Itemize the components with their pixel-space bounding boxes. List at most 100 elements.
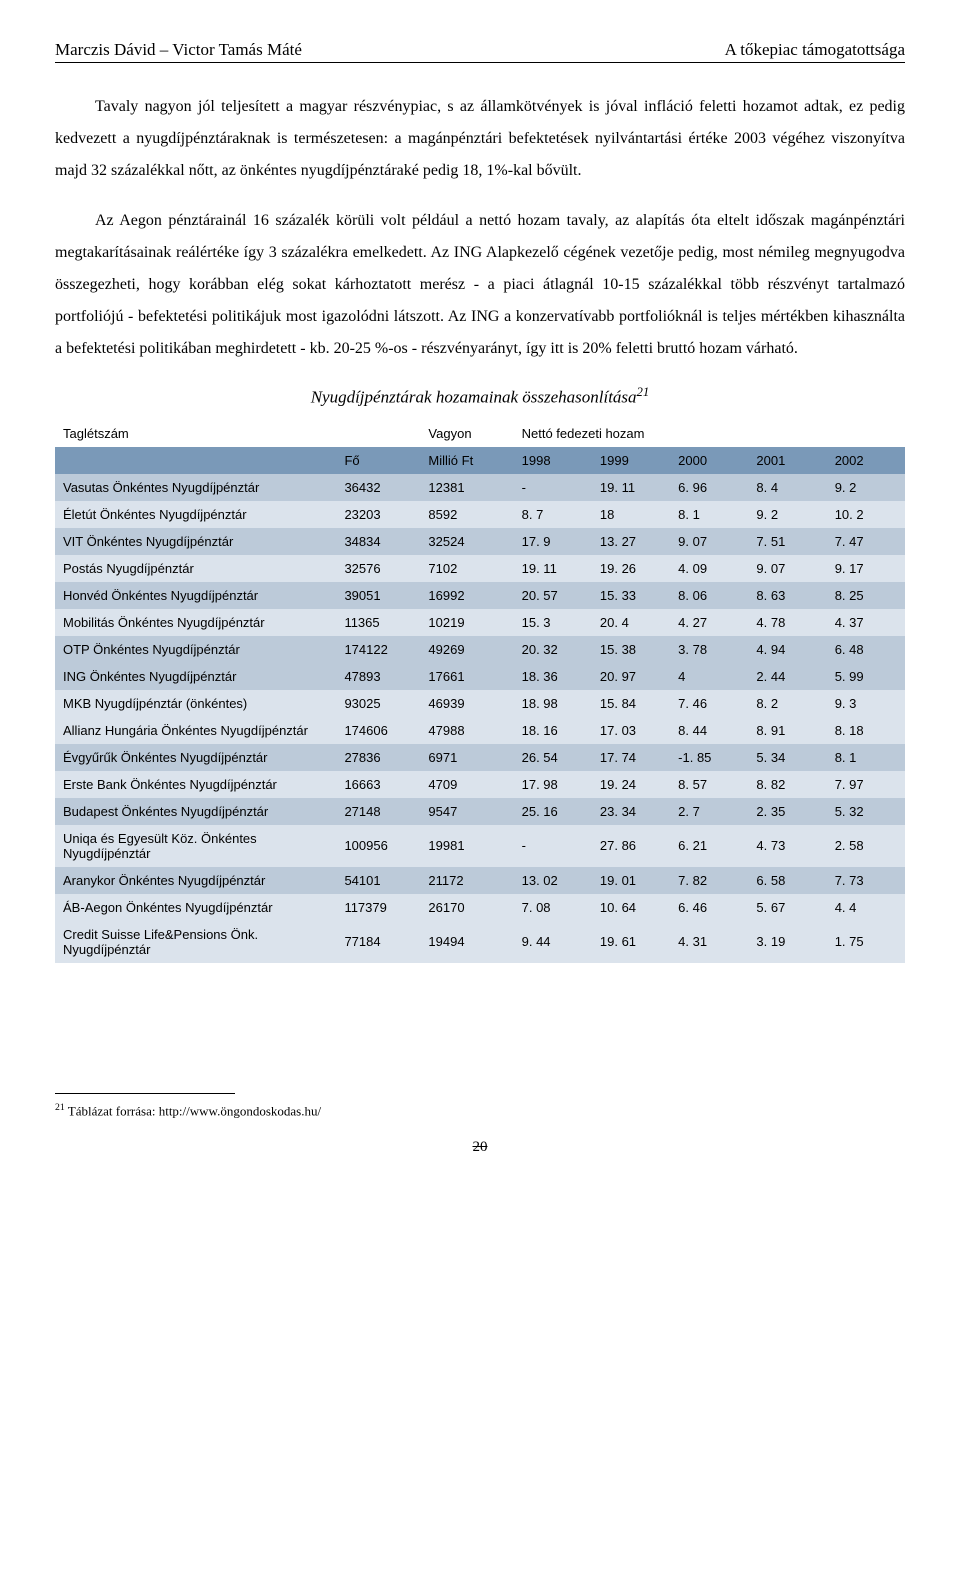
value-cell: 27. 86 [592,825,670,867]
value-cell: 4. 94 [748,636,826,663]
value-cell: 27148 [336,798,420,825]
fund-name-cell: Életút Önkéntes Nyugdíjpénztár [55,501,336,528]
value-cell: 4 [670,663,748,690]
value-cell: 21172 [420,867,513,894]
value-cell: 4. 73 [748,825,826,867]
value-cell: 8592 [420,501,513,528]
value-cell: 7. 51 [748,528,826,555]
fund-name-cell: Erste Bank Önkéntes Nyugdíjpénztár [55,771,336,798]
value-cell: 13. 02 [514,867,592,894]
value-cell: 13. 27 [592,528,670,555]
footnote-separator [55,1093,235,1094]
value-cell: -1. 85 [670,744,748,771]
table-row: MKB Nyugdíjpénztár (önkéntes)93025469391… [55,690,905,717]
value-cell: 15. 84 [592,690,670,717]
value-cell: 36432 [336,474,420,501]
value-cell: 8. 82 [748,771,826,798]
footnote-text: Táblázat forrása: http://www.öngondoskod… [65,1103,321,1118]
header-left: Marczis Dávid – Victor Tamás Máté [55,40,302,60]
table-row: Allianz Hungária Önkéntes Nyugdíjpénztár… [55,717,905,744]
value-cell: 2. 44 [748,663,826,690]
value-cell: 18 [592,501,670,528]
value-cell: 23203 [336,501,420,528]
table-row: Életút Önkéntes Nyugdíjpénztár2320385928… [55,501,905,528]
col-blank [55,447,336,474]
value-cell: 27836 [336,744,420,771]
value-cell: 8. 4 [748,474,826,501]
value-cell: 6. 58 [748,867,826,894]
table-row: Vasutas Önkéntes Nyugdíjpénztár364321238… [55,474,905,501]
value-cell: 6. 48 [827,636,905,663]
value-cell: 7. 47 [827,528,905,555]
col-1999: 1999 [592,447,670,474]
table-row: VIT Önkéntes Nyugdíjpénztár348343252417.… [55,528,905,555]
table-row: Évgyűrűk Önkéntes Nyugdíjpénztár27836697… [55,744,905,771]
value-cell: 20. 57 [514,582,592,609]
value-cell: 49269 [420,636,513,663]
value-cell: 19. 26 [592,555,670,582]
value-cell: 4709 [420,771,513,798]
value-cell: 174122 [336,636,420,663]
value-cell: 5. 67 [748,894,826,921]
value-cell: 39051 [336,582,420,609]
value-cell: - [514,474,592,501]
table-row: ING Önkéntes Nyugdíjpénztár478931766118.… [55,663,905,690]
value-cell: 9. 44 [514,921,592,963]
value-cell: 9. 2 [827,474,905,501]
value-cell: 8. 57 [670,771,748,798]
value-cell: 8. 44 [670,717,748,744]
super-header-vagyon: Vagyon [420,420,513,447]
value-cell: 18. 36 [514,663,592,690]
value-cell: 15. 38 [592,636,670,663]
value-cell: 16992 [420,582,513,609]
table-title: Nyugdíjpénztárak hozamainak összehasonlí… [55,385,905,408]
value-cell: 4. 78 [748,609,826,636]
value-cell: 18. 16 [514,717,592,744]
col-2000: 2000 [670,447,748,474]
value-cell: 8. 63 [748,582,826,609]
value-cell: 20. 97 [592,663,670,690]
value-cell: 7. 73 [827,867,905,894]
value-cell: 10219 [420,609,513,636]
fund-name-cell: Allianz Hungária Önkéntes Nyugdíjpénztár [55,717,336,744]
fund-name-cell: Honvéd Önkéntes Nyugdíjpénztár [55,582,336,609]
table-row: Budapest Önkéntes Nyugdíjpénztár27148954… [55,798,905,825]
fund-name-cell: Credit Suisse Life&Pensions Önk. Nyugdíj… [55,921,336,963]
value-cell: 32524 [420,528,513,555]
value-cell: 47893 [336,663,420,690]
value-cell: 19494 [420,921,513,963]
footnote: 21 Táblázat forrása: http://www.öngondos… [55,1102,905,1119]
value-cell: 4. 27 [670,609,748,636]
body-text: Tavaly nagyon jól teljesített a magyar r… [55,91,905,365]
value-cell: 7. 82 [670,867,748,894]
fund-name-cell: ING Önkéntes Nyugdíjpénztár [55,663,336,690]
value-cell: 19. 01 [592,867,670,894]
paragraph-1: Tavaly nagyon jól teljesített a magyar r… [55,91,905,187]
value-cell: 8. 06 [670,582,748,609]
value-cell: 17. 03 [592,717,670,744]
super-header-tagletszam: Taglétszám [55,420,336,447]
page-number: 20 [55,1139,905,1156]
comparison-table: Taglétszám Vagyon Nettó fedezeti hozam F… [55,420,905,963]
header-right: A tőkepiac támogatottsága [725,40,905,60]
value-cell: 117379 [336,894,420,921]
fund-name-cell: Évgyűrűk Önkéntes Nyugdíjpénztár [55,744,336,771]
value-cell: 9. 07 [748,555,826,582]
value-cell: 2. 58 [827,825,905,867]
value-cell: 8. 18 [827,717,905,744]
value-cell: 17661 [420,663,513,690]
footnote-number: 21 [55,1102,65,1113]
table-row: Aranykor Önkéntes Nyugdíjpénztár54101211… [55,867,905,894]
value-cell: 17. 74 [592,744,670,771]
value-cell: 26. 54 [514,744,592,771]
fund-name-cell: OTP Önkéntes Nyugdíjpénztár [55,636,336,663]
value-cell: 7. 46 [670,690,748,717]
value-cell: - [514,825,592,867]
value-cell: 32576 [336,555,420,582]
value-cell: 47988 [420,717,513,744]
value-cell: 23. 34 [592,798,670,825]
value-cell: 12381 [420,474,513,501]
paragraph-2: Az Aegon pénztárainál 16 százalék körüli… [55,205,905,365]
value-cell: 4. 37 [827,609,905,636]
table-row: ÁB-Aegon Önkéntes Nyugdíjpénztár11737926… [55,894,905,921]
